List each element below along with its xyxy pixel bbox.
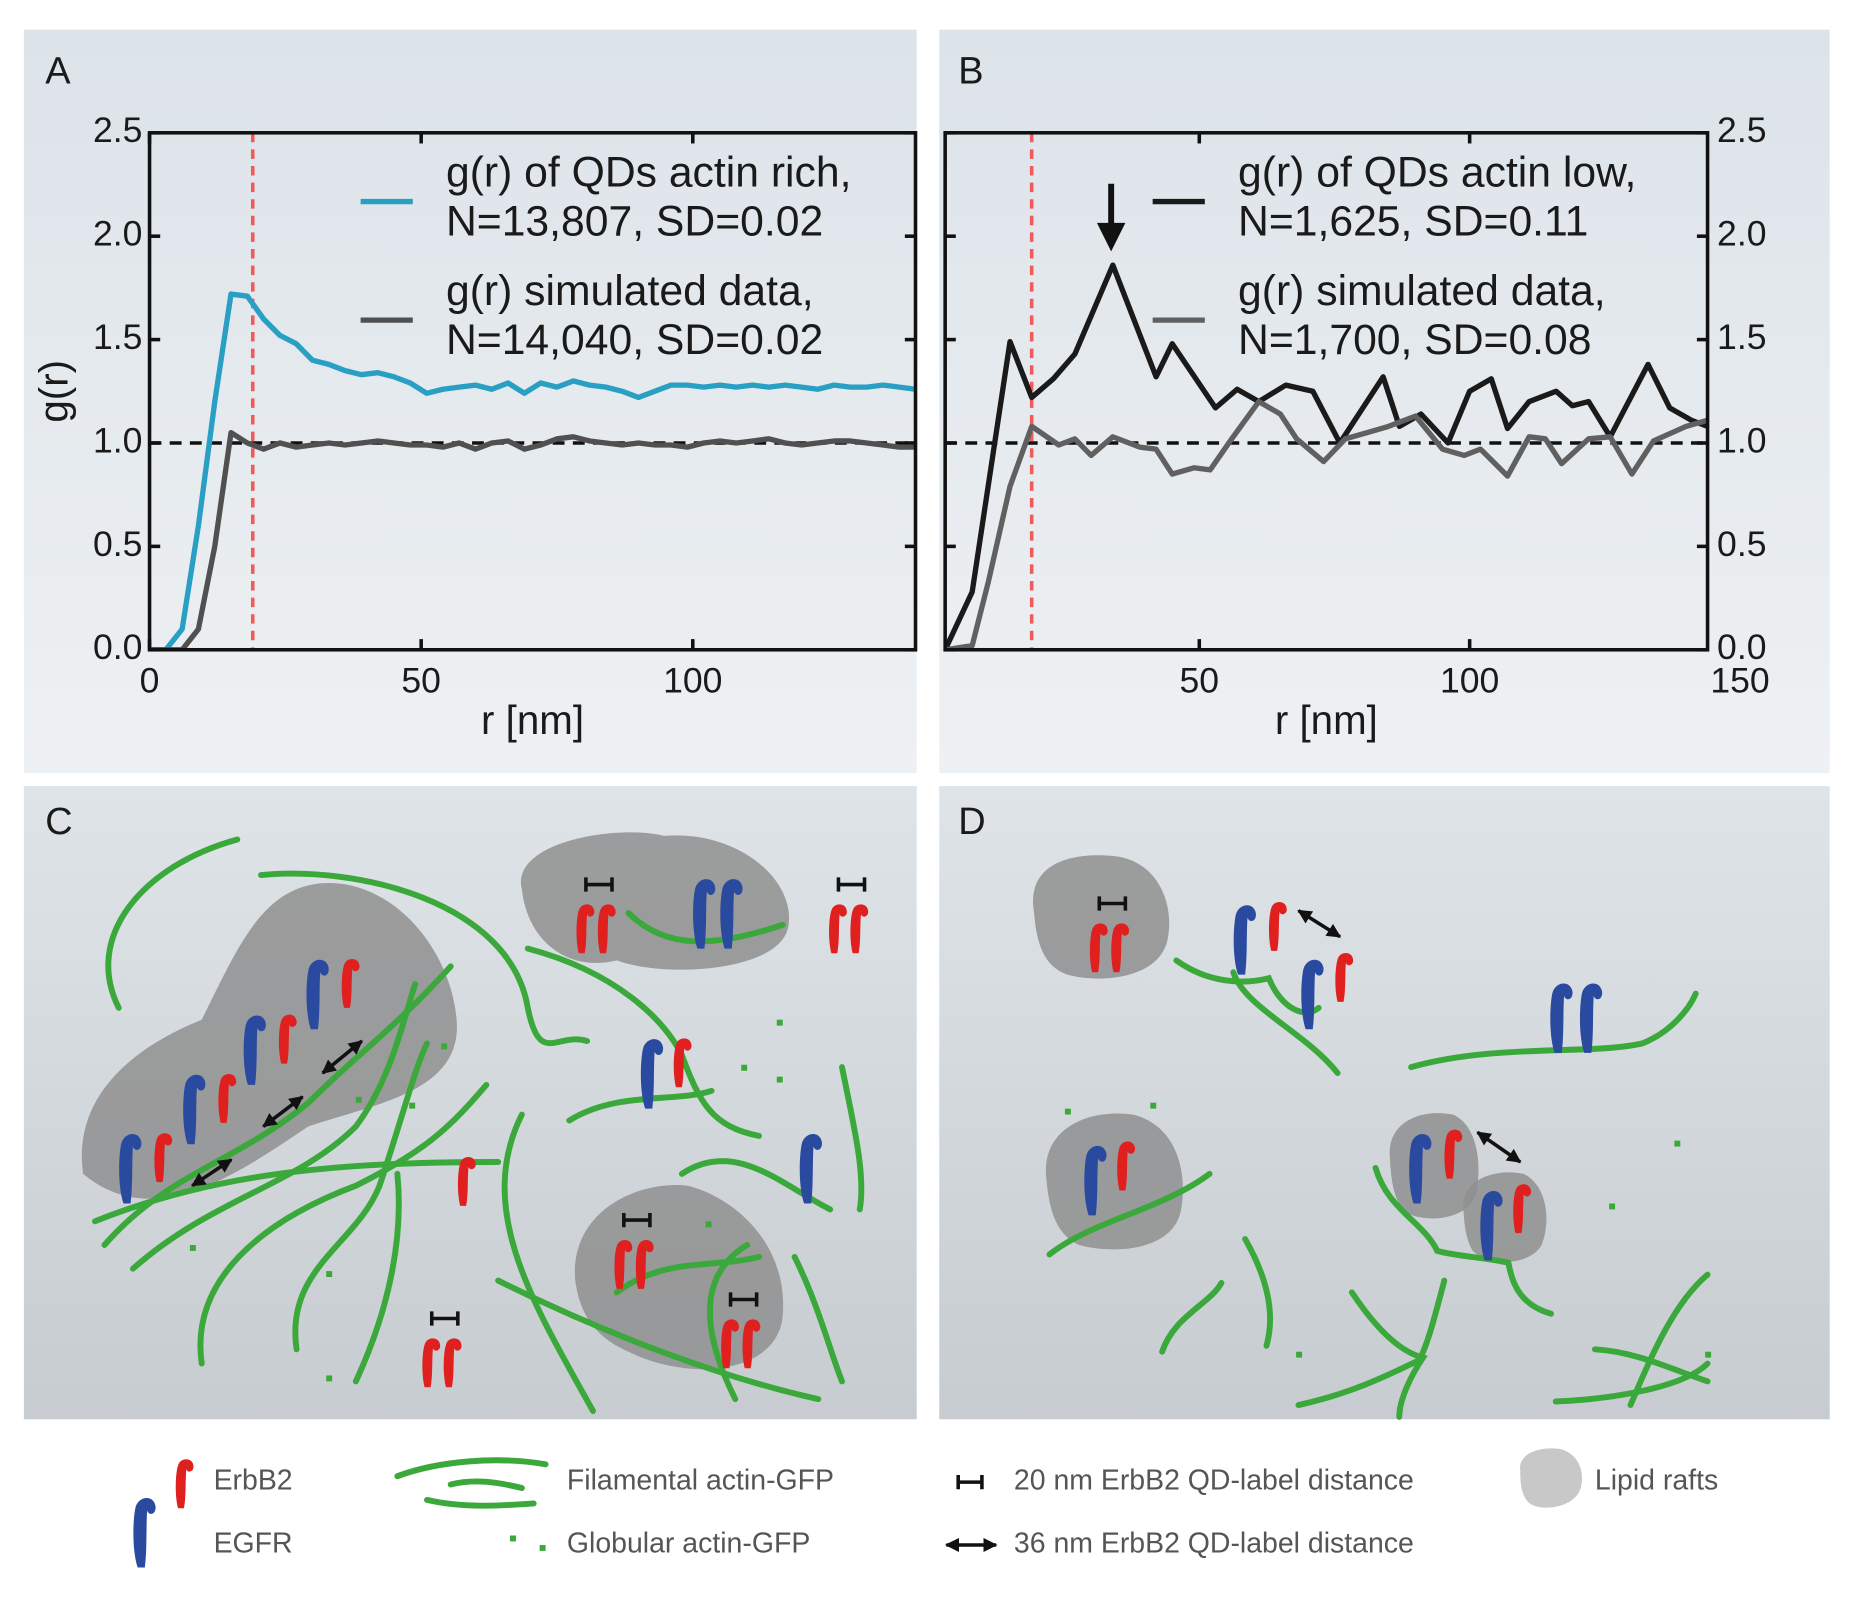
- plot-area: [149, 291, 916, 650]
- panel-b: [939, 29, 1830, 774]
- x-axis-label: r [nm]: [481, 698, 584, 743]
- legend-label: g(r) simulated data, N=14,040, SD=0.02: [446, 267, 823, 364]
- x-tick-label: 50: [1180, 660, 1220, 700]
- panel-label: C: [45, 801, 72, 843]
- y-tick-label: 0.0: [1717, 627, 1766, 667]
- panel-label: A: [45, 51, 71, 93]
- legend-label: g(r) simulated data, N=1,700, SD=0.08: [1238, 267, 1606, 364]
- y-tick-label: 2.5: [93, 110, 142, 150]
- diagram-d: [1033, 855, 1712, 1420]
- y-tick-label: 0.5: [1717, 524, 1766, 564]
- y-tick-label: 0.5: [93, 524, 142, 564]
- y-tick-label: 1.0: [93, 420, 142, 460]
- plot-frame: [943, 131, 1710, 652]
- plot-frame: [147, 131, 918, 652]
- series-line: [149, 429, 916, 650]
- chart: 0.0 0.5 1.0 1.5 2.0 2.5 0 50 100 r [nm] g(r) g(r) o…: [32, 110, 918, 743]
- panel-label: D: [958, 801, 985, 843]
- x-tick-label: 0: [140, 660, 160, 700]
- y-tick-label: 0.0: [93, 627, 142, 667]
- x-tick-label: 100: [1440, 660, 1499, 700]
- key-label: ErbB2: [214, 1465, 293, 1497]
- legend-label: g(r) of QDs actin low, N=1,625, SD=0.11: [1238, 149, 1636, 246]
- diagram-c: [81, 832, 869, 1414]
- legend-label: g(r) of QDs actin rich, N=13,807, SD=0.02: [446, 149, 851, 246]
- key-label: Lipid rafts: [1595, 1465, 1718, 1497]
- plot-area: [945, 262, 1708, 650]
- y-tick-label: 2.0: [93, 214, 142, 254]
- y-tick-label: 1.0: [1717, 420, 1766, 460]
- key-label: Filamental actin-GFP: [567, 1465, 834, 1497]
- y-tick-label: 2.5: [1717, 110, 1766, 150]
- diagram-key: ErbB2 EGFR Filamental actin-GFP Globular…: [133, 1448, 1718, 1568]
- x-axis-label: r [nm]: [1275, 698, 1378, 743]
- chart: 0.0 0.5 1.0 1.5 2.0 2.5 50 100 150 r [nm] g(r) of …: [943, 110, 1770, 743]
- series-line: [945, 262, 1708, 650]
- key-label: Globular actin-GFP: [567, 1527, 810, 1559]
- y-tick-label: 1.5: [1717, 317, 1766, 357]
- series-line: [945, 398, 1708, 650]
- y-tick-label: 2.0: [1717, 214, 1766, 254]
- x-tick-label: 50: [401, 660, 441, 700]
- x-tick-label: 100: [663, 660, 722, 700]
- y-axis-label: g(r): [32, 360, 77, 423]
- x-tick-label: 150: [1710, 660, 1769, 700]
- peak-arrow: [1096, 183, 1126, 252]
- key-label: EGFR: [214, 1527, 293, 1559]
- panel-label: B: [958, 51, 983, 93]
- y-tick-label: 1.5: [93, 317, 142, 357]
- key-label: 36 nm ErbB2 QD-label distance: [1014, 1527, 1414, 1559]
- key-label: 20 nm ErbB2 QD-label distance: [1014, 1465, 1414, 1497]
- series-line: [149, 291, 916, 650]
